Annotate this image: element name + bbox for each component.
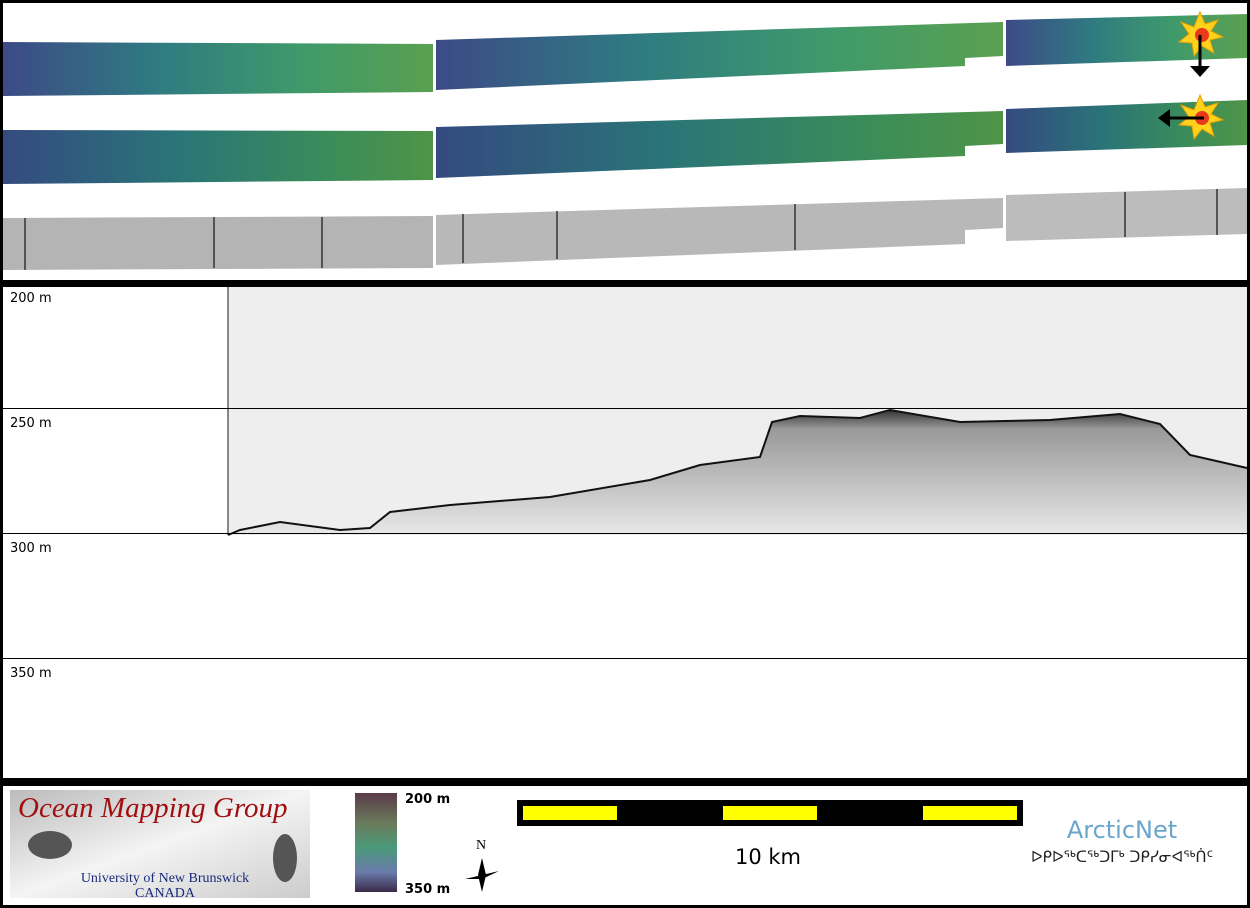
depth-label: 200 m bbox=[10, 291, 52, 306]
colorbar-label: 350 m bbox=[405, 882, 450, 897]
backscatter-swath bbox=[3, 100, 1247, 184]
partner-subtitle: ᐅᑭᐅᖅᑕᖅᑐᒥᒃ ᑐᑭᓯᓂᐊᖅᑏᑦ bbox=[1031, 848, 1213, 866]
colorbar-label: 200 m bbox=[405, 792, 450, 807]
logo-fish bbox=[28, 831, 72, 859]
scale-bar bbox=[517, 800, 1023, 826]
sidescan-swath bbox=[3, 188, 1247, 270]
depth-label: 350 m bbox=[10, 666, 52, 681]
seabed-line bbox=[227, 408, 1248, 536]
logo-fish bbox=[273, 834, 297, 882]
seabed bbox=[228, 410, 1247, 535]
compass: N bbox=[465, 838, 499, 892]
partner-name: ArcticNet bbox=[1067, 816, 1177, 844]
depth-label: 250 m bbox=[10, 416, 52, 431]
sun-icon bbox=[1158, 10, 1225, 141]
logo-country: CANADA bbox=[135, 886, 196, 901]
bathymetry-swath bbox=[3, 14, 1247, 96]
depth-lines bbox=[3, 408, 1247, 659]
depth-label: 300 m bbox=[10, 541, 52, 556]
scale-label: 10 km bbox=[735, 845, 801, 869]
colorbar bbox=[355, 793, 397, 892]
compass-label: N bbox=[476, 838, 486, 853]
logo-university: University of New Brunswick bbox=[81, 871, 249, 886]
logo-title: Ocean Mapping Group bbox=[18, 792, 288, 824]
